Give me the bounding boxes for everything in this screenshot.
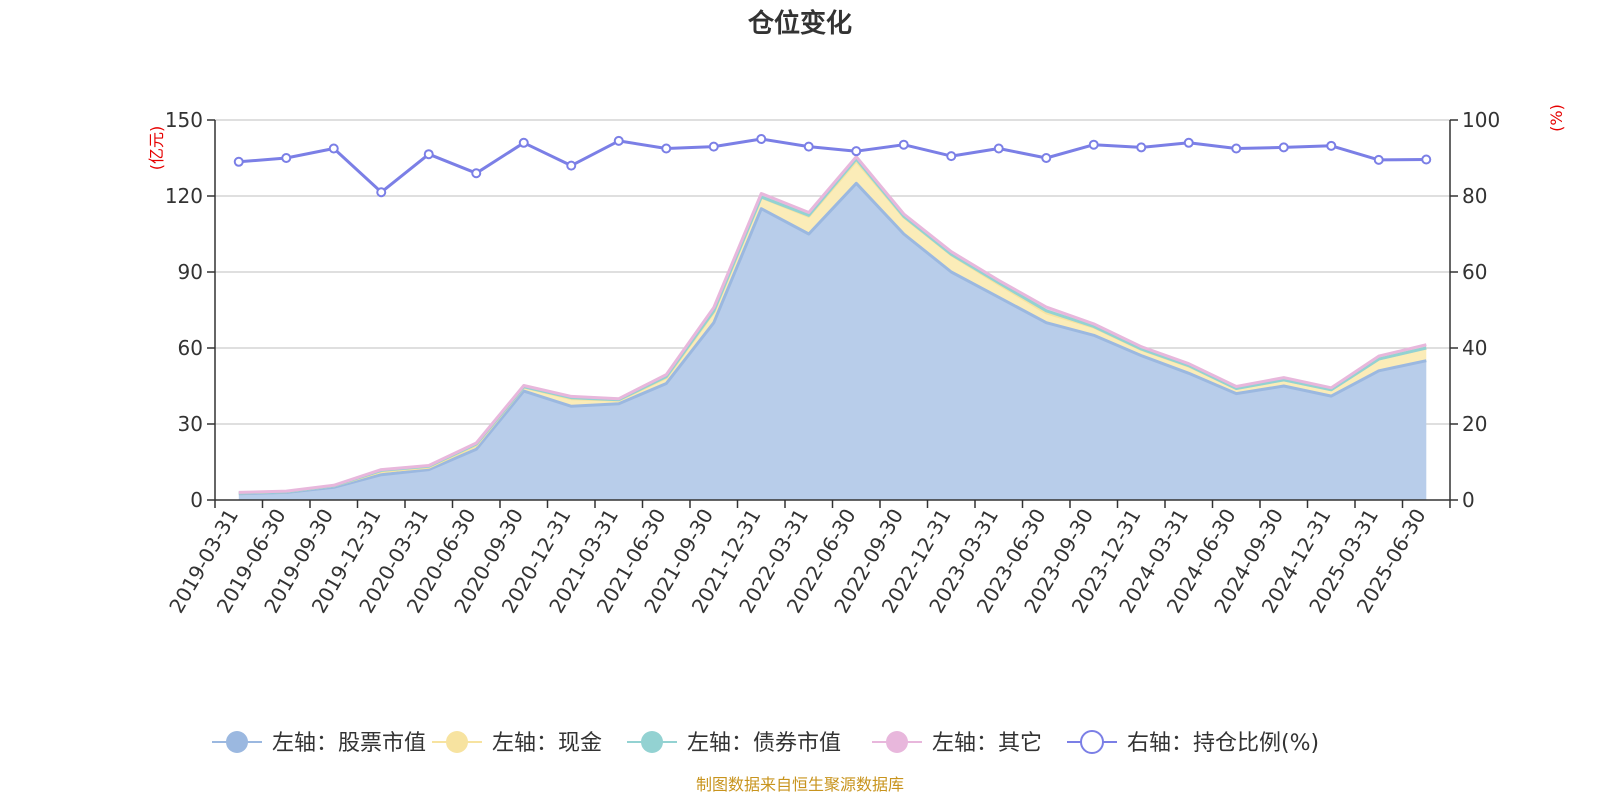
legend-label: 左轴：股票市值: [272, 731, 426, 756]
ratio-point[interactable]: [1373, 154, 1384, 165]
ratio-point[interactable]: [423, 149, 434, 160]
legend-item-2[interactable]: 左轴：债券市值: [627, 731, 841, 756]
ratio-point[interactable]: [803, 141, 814, 152]
left-tick-label: 0: [190, 488, 203, 512]
ratio-point[interactable]: [471, 168, 482, 179]
legend-item-3[interactable]: 左轴：其它: [872, 731, 1042, 756]
ratio-point[interactable]: [1088, 139, 1099, 150]
right-tick-label: 0: [1462, 488, 1475, 512]
stacked-areas: [238, 155, 1427, 501]
right-tick-label: 40: [1462, 336, 1487, 360]
legend-label: 左轴：其它: [932, 731, 1042, 756]
legend-marker: [446, 731, 468, 753]
legend-marker: [641, 731, 663, 753]
right-tick-label: 20: [1462, 412, 1487, 436]
area-series-0: [238, 183, 1427, 501]
ratio-line-path: [238, 137, 1427, 194]
ratio-point[interactable]: [1183, 137, 1194, 148]
ratio-point[interactable]: [708, 141, 719, 152]
ratio-point[interactable]: [1041, 153, 1052, 163]
ratio-point[interactable]: [233, 156, 244, 167]
legend-label: 右轴：持仓比例(%): [1127, 731, 1319, 756]
left-tick-label: 60: [178, 336, 203, 360]
legend-item-0[interactable]: 左轴：股票市值: [212, 731, 426, 756]
area-edge-0: [238, 181, 1427, 496]
right-tick-label: 80: [1462, 184, 1487, 208]
left-tick-label: 150: [165, 108, 203, 132]
legend-label: 左轴：现金: [492, 731, 602, 756]
legend-label: 左轴：债券市值: [687, 731, 841, 756]
left-tick-label: 30: [178, 412, 203, 436]
ratio-point[interactable]: [1326, 140, 1337, 151]
ratio-point[interactable]: [1278, 142, 1289, 153]
ratio-point[interactable]: [1136, 142, 1147, 153]
legend-item-1[interactable]: 左轴：现金: [432, 731, 602, 756]
ratio-point[interactable]: [1231, 143, 1242, 154]
ratio-point[interactable]: [1421, 154, 1432, 165]
left-tick-label: 120: [165, 184, 203, 208]
ratio-point[interactable]: [613, 135, 624, 146]
right-axis-unit: (%): [1547, 104, 1566, 132]
chart-title: 仓位变化: [747, 8, 852, 39]
legend-marker: [886, 731, 908, 753]
ratio-point[interactable]: [946, 151, 957, 162]
ratio-point[interactable]: [898, 139, 909, 150]
ratio-point[interactable]: [851, 146, 862, 157]
right-tick-label: 100: [1462, 108, 1500, 132]
right-tick-label: 60: [1462, 260, 1487, 284]
ratio-point[interactable]: [993, 143, 1004, 154]
ratio-point[interactable]: [376, 187, 387, 198]
ratio-point[interactable]: [756, 134, 767, 144]
source-note: 制图数据来自恒生聚源数据库: [696, 775, 904, 794]
ratio-point[interactable]: [518, 137, 529, 148]
legend: 左轴：股票市值 左轴：现金 左轴：债券市值 左轴：其它 右轴：持仓比例(%): [212, 730, 1319, 756]
legend-marker: [1080, 730, 1104, 754]
legend-marker: [226, 731, 248, 753]
ratio-point[interactable]: [661, 143, 672, 154]
left-tick-label: 90: [178, 260, 203, 284]
area-edge-3: [238, 155, 1427, 494]
ratio-point[interactable]: [281, 153, 292, 163]
left-axis-unit: (亿元): [147, 126, 166, 171]
ratio-point[interactable]: [566, 160, 577, 171]
ratio-point[interactable]: [328, 143, 339, 154]
ratio-line: [233, 134, 1432, 198]
legend-item-4[interactable]: 右轴：持仓比例(%): [1067, 730, 1319, 756]
